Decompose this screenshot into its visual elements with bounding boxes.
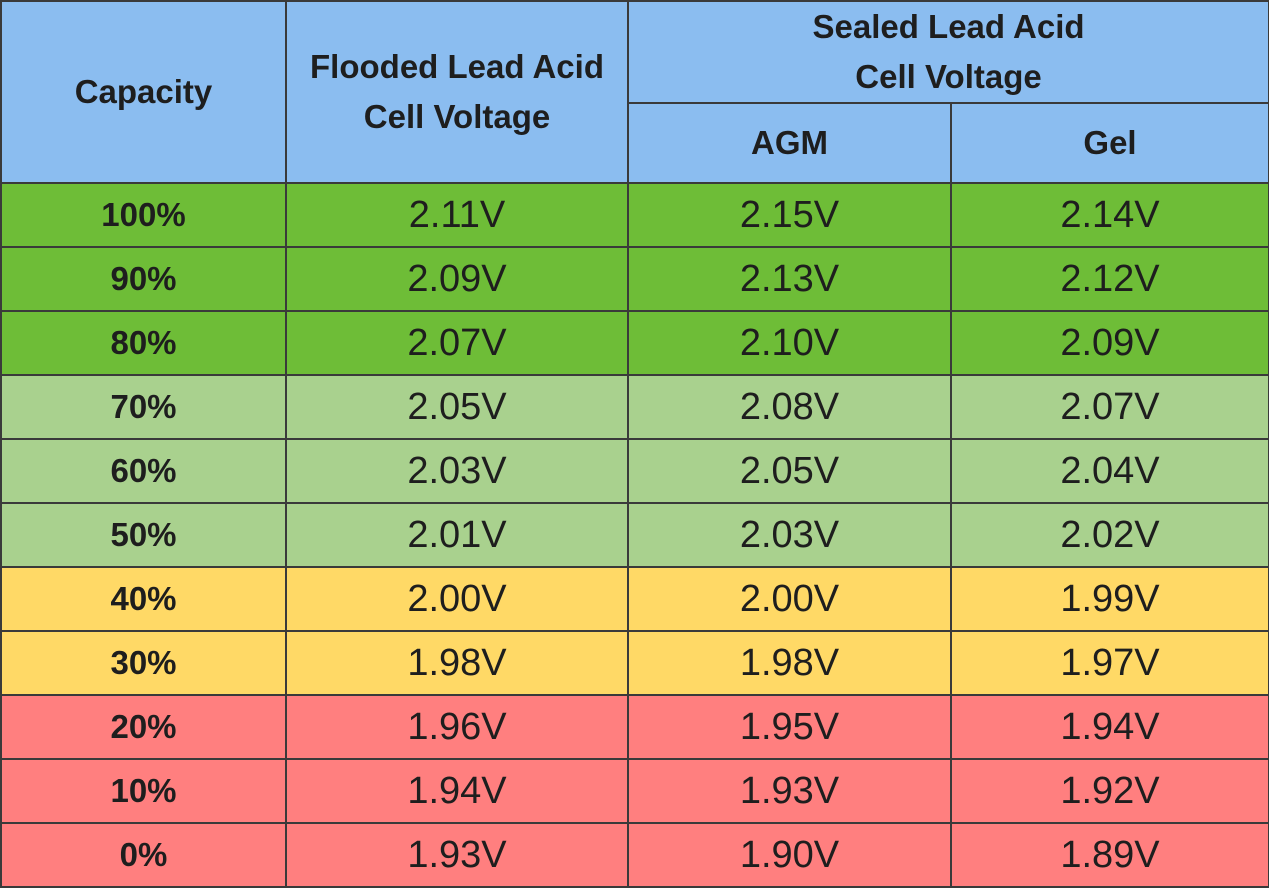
gel-cell: 1.99V [949, 566, 1269, 632]
gel-cell: 1.94V [949, 694, 1269, 760]
capacity-header: Capacity [0, 0, 287, 184]
header-row: Capacity Flooded Lead Acid Cell Voltage … [0, 0, 1269, 184]
agm-cell: 2.03V [627, 502, 952, 568]
flooded-cell: 2.09V [285, 246, 629, 312]
gel-cell: 1.97V [949, 630, 1269, 696]
table-row: 20% 1.96V 1.95V 1.94V [0, 694, 1269, 760]
gel-header-label: Gel [1083, 124, 1137, 161]
table-row: 90% 2.09V 2.13V 2.12V [0, 246, 1269, 312]
flooded-cell: 2.07V [285, 310, 629, 376]
flooded-cell: 1.93V [285, 822, 629, 888]
flooded-cell: 1.94V [285, 758, 629, 824]
flooded-header: Flooded Lead Acid Cell Voltage [285, 0, 629, 184]
agm-cell: 1.98V [627, 630, 952, 696]
flooded-cell: 2.01V [285, 502, 629, 568]
flooded-cell: 1.96V [285, 694, 629, 760]
gel-cell: 2.09V [949, 310, 1269, 376]
flooded-header-line-2: Cell Voltage [363, 98, 551, 135]
sealed-header-line-1: Sealed Lead Acid [812, 8, 1085, 45]
gel-cell: 2.02V [949, 502, 1269, 568]
capacity-cell: 40% [0, 566, 287, 632]
gel-cell: 2.07V [949, 374, 1269, 440]
capacity-cell: 20% [0, 694, 287, 760]
capacity-cell: 70% [0, 374, 287, 440]
flooded-cell: 1.98V [285, 630, 629, 696]
agm-cell: 2.00V [627, 566, 952, 632]
table-row: 80% 2.07V 2.10V 2.09V [0, 310, 1269, 376]
agm-cell: 2.10V [627, 310, 952, 376]
table-body: 100% 2.11V 2.15V 2.14V 90% 2.09V 2.13V 2.12V 80%… [0, 182, 1269, 888]
flooded-cell: 2.11V [285, 182, 629, 248]
agm-header-label: AGM [751, 124, 828, 161]
table-row: 40% 2.00V 2.00V 1.99V [0, 566, 1269, 632]
flooded-cell: 2.05V [285, 374, 629, 440]
capacity-cell: 50% [0, 502, 287, 568]
agm-cell: 2.13V [627, 246, 952, 312]
capacity-cell: 80% [0, 310, 287, 376]
flooded-header-line-1: Flooded Lead Acid [310, 48, 604, 85]
agm-cell: 1.95V [627, 694, 952, 760]
capacity-cell: 100% [0, 182, 287, 248]
gel-cell: 1.89V [949, 822, 1269, 888]
sealed-header-line-2: Cell Voltage [855, 58, 1042, 95]
capacity-header-label: Capacity [74, 73, 213, 110]
header-row: AGM Gel [1, 102, 1269, 184]
agm-cell: 2.08V [627, 374, 952, 440]
table-row: 0% 1.93V 1.90V 1.89V [0, 822, 1269, 888]
capacity-cell: 30% [0, 630, 287, 696]
flooded-cell: 2.00V [285, 566, 629, 632]
table-row: 30% 1.98V 1.98V 1.97V [0, 630, 1269, 696]
table-row: 100% 2.11V 2.15V 2.14V [0, 182, 1269, 248]
agm-cell: 1.93V [627, 758, 952, 824]
gel-cell: 1.92V [949, 758, 1269, 824]
flooded-cell: 2.03V [285, 438, 629, 504]
capacity-cell: 90% [0, 246, 287, 312]
table-row: 60% 2.03V 2.05V 2.04V [0, 438, 1269, 504]
capacity-cell: 0% [0, 822, 287, 888]
agm-cell: 1.90V [627, 822, 952, 888]
agm-header: AGM [627, 102, 952, 184]
agm-cell: 2.05V [627, 438, 952, 504]
gel-cell: 2.04V [949, 438, 1269, 504]
table-header: Capacity Flooded Lead Acid Cell Voltage … [0, 0, 1269, 184]
table-row: 70% 2.05V 2.08V 2.07V [0, 374, 1269, 440]
capacity-cell: 10% [0, 758, 287, 824]
capacity-cell: 60% [0, 438, 287, 504]
table-row: 50% 2.01V 2.03V 2.02V [0, 502, 1269, 568]
gel-cell: 2.12V [949, 246, 1269, 312]
gel-header: Gel [949, 102, 1269, 184]
sealed-header: Sealed Lead Acid Cell Voltage [626, 0, 1269, 104]
table-row: 10% 1.94V 1.93V 1.92V [0, 758, 1269, 824]
agm-cell: 2.15V [627, 182, 952, 248]
gel-cell: 2.14V [949, 182, 1269, 248]
